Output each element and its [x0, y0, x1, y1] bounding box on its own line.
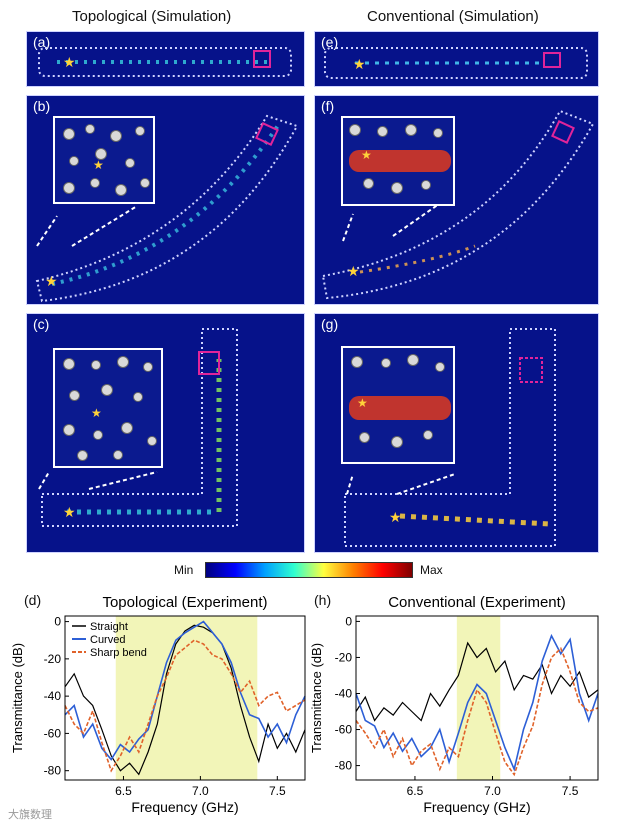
legend-straight-label: Straight	[90, 621, 128, 633]
colorbar	[205, 562, 413, 578]
panel-label-e: (e)	[321, 34, 339, 50]
colorbar-max-label: Max	[420, 563, 443, 577]
panel-label-c: (c)	[33, 316, 50, 332]
panel-c-simulation: (c) ★ ★	[26, 313, 305, 553]
d-ytick-label: 0	[54, 615, 61, 629]
d-ytick-label: -60	[44, 726, 62, 740]
chart-h-ylabel: Transmittance (dB)	[309, 643, 324, 753]
h-ytick-label: -80	[335, 759, 353, 773]
chart-d-legend: Straight Curved Sharp bend	[72, 621, 147, 659]
d-series-straight	[64, 624, 306, 776]
panel-c-bent-waveguide: ★	[38, 328, 238, 527]
svg-text:★: ★	[353, 56, 366, 72]
h-ytick-label: -20	[335, 650, 353, 664]
panel-b-curved-waveguide: ★	[35, 114, 299, 303]
panel-f-curved-waveguide: ★	[321, 109, 595, 300]
svg-text:★: ★	[63, 54, 76, 70]
h-ytick-label: 0	[345, 614, 352, 628]
chart-topological-experiment: 0 -20 -40 -60 -80 6.5 7.0 7.5 Topological (Exp…	[10, 594, 306, 815]
d-series-sharp-bend	[64, 639, 306, 773]
chart-h-xlabel: Frequency (GHz)	[423, 799, 530, 815]
panel-f-inset-source-icon: ★	[361, 148, 372, 162]
panel-g-bent-waveguide: ★	[344, 328, 556, 547]
svg-text:★: ★	[389, 509, 402, 525]
h-series-sharp-bend	[355, 646, 599, 777]
panel-c-inset-source-icon: ★	[91, 406, 102, 420]
panel-label-f: (f)	[321, 98, 335, 114]
legend-sharp-label: Sharp bend	[90, 647, 147, 659]
panel-g-simulation: (g) ★ ★	[314, 313, 599, 553]
d-ytick-label: -80	[44, 764, 62, 778]
h-ytick-label: -40	[335, 686, 353, 700]
d-xtick-label: 6.5	[115, 784, 132, 798]
chart-h-shade-band	[456, 616, 501, 780]
panel-c-inset: ★	[53, 348, 163, 468]
h-ytick-label: -60	[335, 723, 353, 737]
panel-f-inset: ★	[341, 116, 455, 206]
d-ytick-label: -40	[44, 689, 62, 703]
h-xtick-label: 7.0	[484, 784, 501, 798]
panel-label-h: (h)	[314, 592, 332, 608]
panel-g-inset-source-icon: ★	[357, 396, 368, 410]
colorbar-min-label: Min	[174, 563, 194, 577]
svg-text:★: ★	[63, 504, 76, 520]
panel-e-simulation: (e) ★	[314, 31, 599, 87]
d-ytick-label: -20	[44, 652, 62, 666]
d-xtick-label: 7.0	[192, 784, 209, 798]
left-column-title: Topological (Simulation)	[72, 8, 232, 25]
chart-d-frame	[64, 615, 306, 781]
h-series-curved	[355, 633, 599, 772]
h-xtick-label: 7.5	[562, 784, 579, 798]
svg-text:★: ★	[347, 263, 360, 279]
panel-b-inset-source-icon: ★	[93, 158, 104, 172]
panel-e-waveguide: ★	[324, 47, 588, 79]
panel-a-waveguide: ★	[38, 47, 292, 77]
h-series-straight	[355, 641, 599, 722]
svg-text:★: ★	[45, 273, 58, 289]
legend-curved-label: Curved	[90, 634, 125, 646]
panel-a-simulation: (a) ★	[26, 31, 305, 87]
chart-d-xlabel: Frequency (GHz)	[131, 799, 238, 815]
panel-b-simulation: (b) ★ ★	[26, 95, 305, 305]
panel-label-b: (b)	[33, 98, 51, 114]
panel-label-g: (g)	[321, 316, 339, 332]
panel-b-inset: ★	[53, 116, 155, 204]
chart-d-shade-band	[115, 616, 258, 780]
watermark-text: 大旗数理	[8, 809, 52, 821]
d-series-curved	[64, 620, 306, 761]
chart-h-frame	[355, 615, 599, 781]
chart-conventional-experiment: 0 -20 -40 -60 -80 6.5 7.0 7.5 Conventional (Ex…	[309, 594, 599, 815]
chart-d-ylabel: Transmittance (dB)	[10, 643, 25, 753]
chart-d-title: Topological (Experiment)	[102, 594, 267, 611]
right-column-title: Conventional (Simulation)	[367, 8, 539, 25]
panel-g-inset: ★	[341, 346, 455, 464]
panel-f-simulation: (f) ★ ★	[314, 95, 599, 305]
h-xtick-label: 6.5	[407, 784, 424, 798]
d-xtick-label: 7.5	[269, 784, 286, 798]
panel-label-a: (a)	[33, 34, 51, 50]
panel-label-d: (d)	[24, 592, 42, 608]
chart-h-title: Conventional (Experiment)	[388, 594, 566, 611]
